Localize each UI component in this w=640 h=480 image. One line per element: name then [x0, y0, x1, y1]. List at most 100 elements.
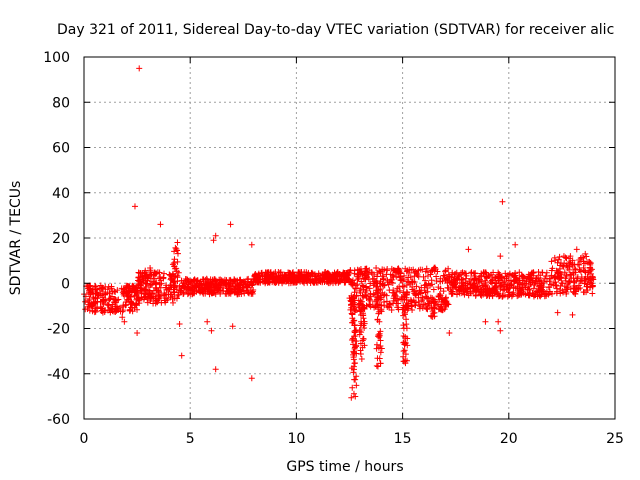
data-point — [548, 258, 555, 265]
data-point — [170, 270, 177, 277]
data-point — [399, 283, 406, 290]
data-point — [180, 289, 187, 296]
data-point — [236, 276, 243, 283]
data-point — [370, 278, 377, 285]
data-point — [385, 281, 392, 288]
data-point — [441, 297, 448, 304]
data-point — [537, 283, 544, 290]
data-point — [550, 282, 557, 289]
data-point — [360, 315, 367, 322]
data-point — [109, 301, 116, 308]
data-point — [388, 265, 395, 272]
data-point — [119, 314, 126, 321]
data-point — [169, 296, 176, 303]
data-point — [416, 301, 423, 308]
data-point — [374, 273, 381, 280]
data-point — [403, 325, 410, 332]
data-point — [538, 277, 545, 284]
data-point — [580, 264, 587, 271]
data-point — [548, 267, 555, 274]
data-point — [430, 299, 437, 306]
data-point — [379, 281, 386, 288]
data-point — [350, 363, 357, 370]
data-point — [562, 254, 569, 261]
data-point — [403, 316, 410, 323]
data-point — [377, 349, 384, 356]
data-point — [112, 299, 119, 306]
data-point — [373, 362, 380, 369]
data-point — [174, 250, 181, 257]
data-point — [403, 357, 410, 364]
data-point — [357, 340, 364, 347]
data-point — [353, 373, 360, 380]
data-point — [549, 290, 556, 297]
data-point — [395, 269, 402, 276]
data-point — [468, 270, 475, 277]
data-point — [235, 289, 242, 296]
data-point — [411, 278, 418, 285]
data-point — [362, 272, 369, 279]
data-point — [555, 256, 562, 263]
data-point — [570, 275, 577, 282]
data-point — [538, 291, 545, 298]
data-point — [352, 393, 359, 400]
data-point — [373, 341, 380, 348]
data-point — [319, 278, 326, 285]
data-point — [512, 241, 519, 248]
data-point — [168, 284, 175, 291]
data-point — [377, 270, 384, 277]
data-point — [212, 232, 219, 239]
data-point — [209, 278, 216, 285]
data-point — [244, 281, 251, 288]
data-point — [512, 274, 519, 281]
data-point — [154, 287, 161, 294]
data-point — [114, 287, 121, 294]
data-point — [400, 348, 407, 355]
data-point — [142, 291, 149, 298]
data-point — [562, 275, 569, 282]
data-point — [386, 304, 393, 311]
data-point — [229, 323, 236, 330]
data-point — [390, 300, 397, 307]
data-point — [530, 285, 537, 292]
data-point — [419, 304, 426, 311]
data-point — [348, 304, 355, 311]
data-point — [423, 265, 430, 272]
data-point — [266, 277, 273, 284]
data-point — [212, 366, 219, 373]
data-point — [420, 301, 427, 308]
data-point — [332, 279, 339, 286]
data-point — [249, 289, 256, 296]
data-point — [582, 275, 589, 282]
data-point — [131, 203, 138, 210]
data-point — [465, 246, 472, 253]
data-point — [545, 291, 552, 298]
data-point — [341, 277, 348, 284]
data-point — [357, 350, 364, 357]
data-point — [435, 301, 442, 308]
data-point — [505, 291, 512, 298]
data-point — [156, 275, 163, 282]
data-point — [563, 290, 570, 297]
data-point — [413, 283, 420, 290]
data-point — [173, 295, 180, 302]
data-point — [362, 289, 369, 296]
data-point — [248, 375, 255, 382]
data-point — [101, 291, 108, 298]
data-point — [497, 282, 504, 289]
x-tick-label: 0 — [80, 431, 89, 447]
data-point — [237, 284, 244, 291]
data-point — [122, 301, 129, 308]
data-point — [205, 286, 212, 293]
data-point — [348, 336, 355, 343]
data-point — [363, 265, 370, 272]
data-point — [390, 289, 397, 296]
data-point — [290, 278, 297, 285]
data-point — [275, 273, 282, 280]
data-point — [383, 271, 390, 278]
data-point — [348, 295, 355, 302]
data-point — [529, 279, 536, 286]
data-point — [352, 285, 359, 292]
data-point — [430, 298, 437, 305]
data-point — [392, 295, 399, 302]
